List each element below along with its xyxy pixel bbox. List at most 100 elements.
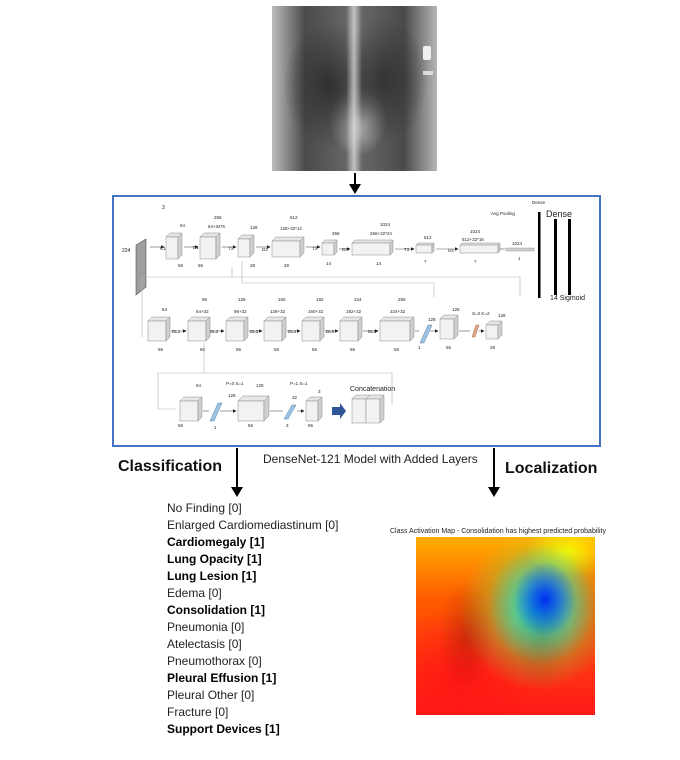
dl5-sub: 192+32 [346, 309, 362, 314]
finding-item: Pleural Other [0] [167, 688, 255, 702]
dl1-channels: 96 [202, 297, 208, 302]
finding-item: Atelectasis [0] [167, 637, 242, 651]
pool-channels: 1024 [512, 241, 523, 246]
dl4-sub: 160+32 [308, 309, 324, 314]
d3-sub: 256+32*24 [370, 231, 392, 236]
t1-label: T1 [228, 246, 234, 251]
conv2-params: P=1 S=1 [290, 381, 308, 386]
finding-item: Cardiomegaly [1] [167, 535, 265, 549]
input-size-label: 224 [122, 248, 131, 254]
d1-sub: 64+32*6 [208, 224, 225, 229]
avg-pooling-output: Avg Pooling 1024 1 [491, 211, 535, 261]
block-dl3: DL3 160 128+32 56 [250, 297, 287, 352]
d4-sub: 512+32*16 [462, 237, 484, 242]
xray-side-marker-text [423, 71, 433, 75]
bottom-in-channels: 64 [196, 383, 202, 388]
localization-arrow-line [493, 448, 495, 488]
bottom-conv-size: 56 [248, 423, 254, 428]
t2-size: 14 [326, 261, 332, 266]
model-caption: DenseNet-121 Model with Added Layers [263, 452, 478, 466]
cam-title: Class Activation Map - Consolidation has… [390, 528, 606, 535]
sigmoid-label: 14 Sigmoid [550, 295, 585, 302]
top-row: 3 224 C1 64 56 D1 256 64+32*6 56 [122, 200, 585, 337]
block-conv-output: 128 56 [439, 307, 460, 350]
d2-label: D2 [262, 247, 268, 252]
block-dl5: DL5 224 192+32 56 [326, 297, 363, 352]
dl2-channels: 128 [238, 297, 246, 302]
pool-size: 1 [518, 256, 521, 261]
dl3-label: DL3 [250, 329, 259, 334]
t3-size: 7 [424, 259, 427, 264]
cam-lung-overlay [416, 537, 595, 715]
d2-channels: 512 [290, 215, 298, 220]
densenet-diagram: 3 224 C1 64 56 D1 256 64+32*6 56 [122, 200, 585, 430]
finding-item: Edema [0] [167, 586, 222, 600]
findings-list: No Finding [0] Enlarged Cardiomediastinu… [167, 500, 338, 738]
d3-label: D3 [342, 247, 348, 252]
dl4-size: 56 [312, 347, 318, 352]
block-d4: D4 1024 512+32*16 7 [448, 229, 501, 264]
d1-channels: 256 [214, 215, 222, 220]
dl1-sub: 64+32 [196, 309, 209, 314]
bottom-row: 64 56 1 P=0 S=1 128 128 56 P=1 S=1 [178, 381, 395, 430]
avg-pooling-label: Avg Pooling [491, 211, 515, 216]
dl0-channels: 64 [162, 307, 168, 312]
dl5-label: DL5 [326, 329, 335, 334]
finding-item: Pleural Effusion [1] [167, 671, 277, 685]
concatenation-label: Concatenation [350, 386, 395, 393]
d4-channels: 1024 [470, 229, 481, 234]
block-concatenation: Concatenation [350, 386, 395, 424]
t2-label: T2 [312, 246, 318, 251]
bn-slab: 1 [209, 402, 223, 430]
conv-channels: 128 [428, 317, 436, 322]
class-activation-map-image [416, 537, 595, 715]
conv-channels-a: 128 [228, 393, 236, 398]
input-image-plane [135, 238, 147, 296]
dl1-size: 56 [200, 347, 206, 352]
middle-row: 64 56 DL1 96 64+32 56 DL2 128 96+32 56 [147, 297, 506, 410]
block-middle-output: 128 28 [485, 313, 506, 350]
dl6-size: 56 [394, 347, 400, 352]
bottom-in-size: 56 [178, 423, 184, 428]
block-c1: C1 64 56 [160, 223, 186, 268]
conv2-size: 56 [446, 345, 452, 350]
conv2-channels: 128 [452, 307, 460, 312]
block-bottom-input: 64 56 [178, 383, 203, 428]
dl6-sub: 224+32 [390, 309, 406, 314]
finding-item: Fracture [0] [167, 705, 229, 719]
dl2-sub: 96+32 [234, 309, 247, 314]
c1-size: 56 [178, 263, 184, 268]
dl3-size: 56 [274, 347, 280, 352]
block-d2: D2 512 128+32*12 28 [262, 215, 305, 268]
input-chest-xray [272, 6, 437, 171]
finding-item: Pneumonia [0] [167, 620, 245, 634]
d1-size: 56 [198, 263, 204, 268]
finding-item: Lung Lesion [1] [167, 569, 257, 583]
block-dl0: 64 56 [147, 307, 171, 352]
dl2-label: DL2 [210, 329, 219, 334]
block-t2: T2 256 14 [312, 231, 340, 266]
xray-to-model-arrow-line [354, 173, 356, 185]
finding-item: Consolidation [1] [167, 603, 265, 617]
dl3-sub: 128+32 [270, 309, 286, 314]
dl6-channels: 256 [398, 297, 406, 302]
dl2-size: 56 [236, 347, 242, 352]
bottom-out-size: 56 [308, 423, 314, 428]
d2-size: 28 [284, 263, 290, 268]
bn2-slab: P=1 S=1 32 3 [283, 381, 308, 428]
bn-size: 1 [214, 425, 217, 430]
block-d3: D3 1024 256+32*24 14 [342, 222, 394, 266]
dl4-channels: 192 [316, 297, 324, 302]
d4-size: 7 [474, 259, 477, 264]
finding-item: No Finding [0] [167, 501, 242, 515]
dl5-size: 56 [350, 347, 356, 352]
bottom-out-channels: 3 [318, 389, 321, 394]
conv-1x1-slab: 128 1 [418, 317, 436, 350]
conv-params: P=0 S=1 [226, 381, 244, 386]
t3-channels: 512 [424, 235, 432, 240]
conv2-channels-bottom: 32 [292, 395, 298, 400]
pooling-slab: S=2 K=2 [471, 311, 490, 338]
block-bottom-output: 3 56 [305, 389, 323, 428]
dl3-channels: 160 [278, 297, 286, 302]
d1-label: D1 [193, 245, 199, 250]
